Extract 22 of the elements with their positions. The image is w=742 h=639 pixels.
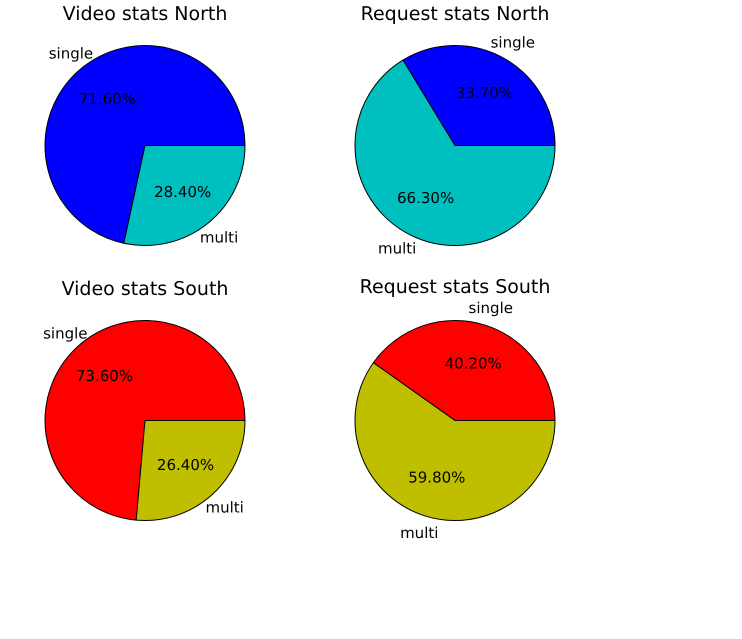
pie-slice — [44, 320, 246, 521]
data-label: 33.70% — [456, 84, 513, 102]
chart-title: Request stats South — [360, 276, 550, 298]
pie-slice — [44, 45, 246, 244]
data-label: 28.40% — [154, 183, 212, 202]
data-label: 26.40% — [156, 456, 214, 474]
slice-label: single — [468, 299, 513, 318]
slice-label: multi — [206, 498, 244, 517]
chart-title: Request stats North — [360, 3, 550, 25]
data-label: 40.20% — [444, 354, 502, 372]
data-label: 71.60% — [78, 90, 136, 108]
chart-title: Video stats North — [62, 3, 228, 25]
slice-label: multi — [400, 524, 438, 542]
slice-label: multi — [378, 239, 416, 258]
data-label: 59.80% — [408, 468, 466, 487]
data-label: 73.60% — [76, 367, 134, 386]
chart-title: Video stats South — [62, 278, 228, 300]
slice-label: single — [48, 44, 94, 63]
slice-label: multi — [200, 228, 238, 246]
slice-label: single — [43, 324, 88, 342]
slice-label: single — [490, 34, 536, 52]
data-label: 66.30% — [397, 188, 454, 207]
